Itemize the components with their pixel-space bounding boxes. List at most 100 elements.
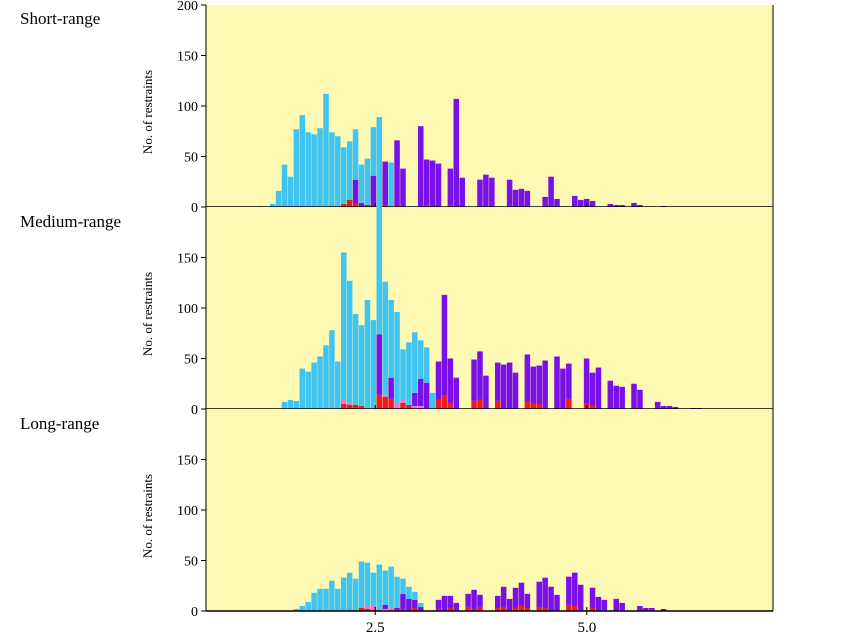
bar-red — [572, 605, 578, 611]
bar-purple — [595, 596, 602, 611]
bar-purple — [566, 363, 572, 399]
bar-purple — [589, 200, 596, 207]
bar-red — [542, 607, 548, 611]
bar-pink — [382, 608, 388, 611]
bar-purple — [500, 364, 507, 409]
bar-cyan — [317, 588, 323, 611]
bar-cyan — [376, 156, 383, 335]
bar-purple — [477, 179, 483, 207]
bar-purple — [506, 179, 513, 207]
bar-red — [435, 399, 442, 409]
bar-cyan — [311, 592, 317, 611]
bar-purple — [524, 354, 531, 402]
bar-purple — [429, 160, 436, 207]
bar-cyan — [376, 117, 383, 170]
bar-purple — [518, 188, 525, 207]
bar-cyan — [400, 578, 406, 594]
bar-pink — [370, 605, 377, 610]
bar-purple — [542, 196, 548, 207]
bar-purple — [577, 199, 584, 207]
bar-purple — [554, 198, 560, 207]
bar-purple — [607, 380, 614, 409]
bar-purple — [417, 126, 424, 207]
bar-pink — [346, 402, 353, 405]
bar-cyan — [412, 591, 418, 600]
bar-red — [500, 606, 507, 611]
bar-purple — [637, 389, 643, 409]
bar-cyan — [358, 561, 365, 608]
bar-cyan — [311, 362, 317, 409]
bar-purple — [637, 605, 643, 611]
bar-red — [423, 204, 430, 207]
bar-cyan — [299, 368, 306, 409]
bar-cyan — [423, 347, 430, 383]
bar-purple — [394, 140, 400, 206]
bar-cyan — [394, 312, 400, 404]
bar-purple — [412, 392, 418, 406]
bar-purple — [631, 383, 637, 409]
bar-cyan — [382, 281, 388, 395]
bar-cyan — [364, 562, 371, 606]
bar-red — [364, 608, 371, 611]
bar-cyan — [352, 578, 359, 611]
bar-red — [495, 607, 501, 611]
bar-cyan — [317, 356, 323, 409]
bar-cyan — [329, 330, 335, 409]
bar-purple — [554, 356, 560, 409]
bar-purple — [619, 204, 625, 207]
y-tick-label: 100 — [177, 302, 198, 317]
bar-purple — [423, 159, 430, 205]
panel-3: 0 50 100 150 Long-range No. of restraints — [20, 409, 774, 620]
bar-cyan — [412, 332, 418, 393]
bar-red — [364, 204, 371, 207]
bar-purple — [506, 598, 513, 611]
bar-purple — [512, 587, 519, 608]
bar-cyan — [376, 564, 383, 609]
bar-cyan — [293, 400, 300, 409]
bar-red — [358, 405, 365, 409]
bar-purple — [483, 174, 489, 207]
bar-purple — [619, 602, 625, 611]
bar-cyan — [269, 203, 276, 207]
bar-purple — [500, 586, 507, 607]
bar-cyan — [299, 115, 306, 207]
bar-purple — [572, 195, 578, 207]
bar-cyan — [346, 572, 353, 611]
bar-red — [447, 402, 454, 409]
bar-red — [465, 606, 471, 611]
bar-purple — [441, 595, 448, 611]
bar-cyan — [293, 608, 300, 611]
y-tick-label: 100 — [177, 100, 198, 115]
bar-cyan — [388, 299, 394, 378]
panel-2: 0 50 100 150 Medium-range No. of restraints — [20, 156, 774, 418]
bar-purple — [572, 572, 578, 606]
bar-cyan — [400, 349, 406, 400]
bar-purple — [607, 203, 614, 207]
bar-purple — [406, 598, 412, 611]
bar-cyan — [340, 252, 347, 400]
bar-red — [471, 400, 477, 409]
bar-purple — [417, 606, 424, 611]
bar-cyan — [352, 129, 359, 180]
plot-background — [206, 409, 773, 611]
bar-red — [435, 608, 442, 611]
bar-cyan — [382, 570, 388, 605]
panel-title: Short-range — [20, 9, 100, 28]
bar-red — [400, 608, 406, 611]
bar-purple — [672, 406, 679, 409]
bar-purple — [435, 361, 442, 400]
bar-cyan — [335, 361, 341, 409]
bar-red — [382, 204, 388, 207]
y-tick-label: 0 — [191, 201, 198, 216]
x-tick-label: 5.0 — [577, 620, 596, 635]
bar-purple — [601, 599, 608, 611]
bar-purple — [376, 334, 383, 395]
bar-red — [340, 203, 347, 207]
bar-red — [518, 605, 525, 611]
bar-purple — [447, 595, 454, 608]
panel-title: Long-range — [20, 414, 99, 433]
bar-cyan — [305, 601, 311, 611]
bar-cyan — [340, 577, 347, 611]
bar-purple — [447, 358, 454, 403]
bar-red — [376, 394, 383, 409]
